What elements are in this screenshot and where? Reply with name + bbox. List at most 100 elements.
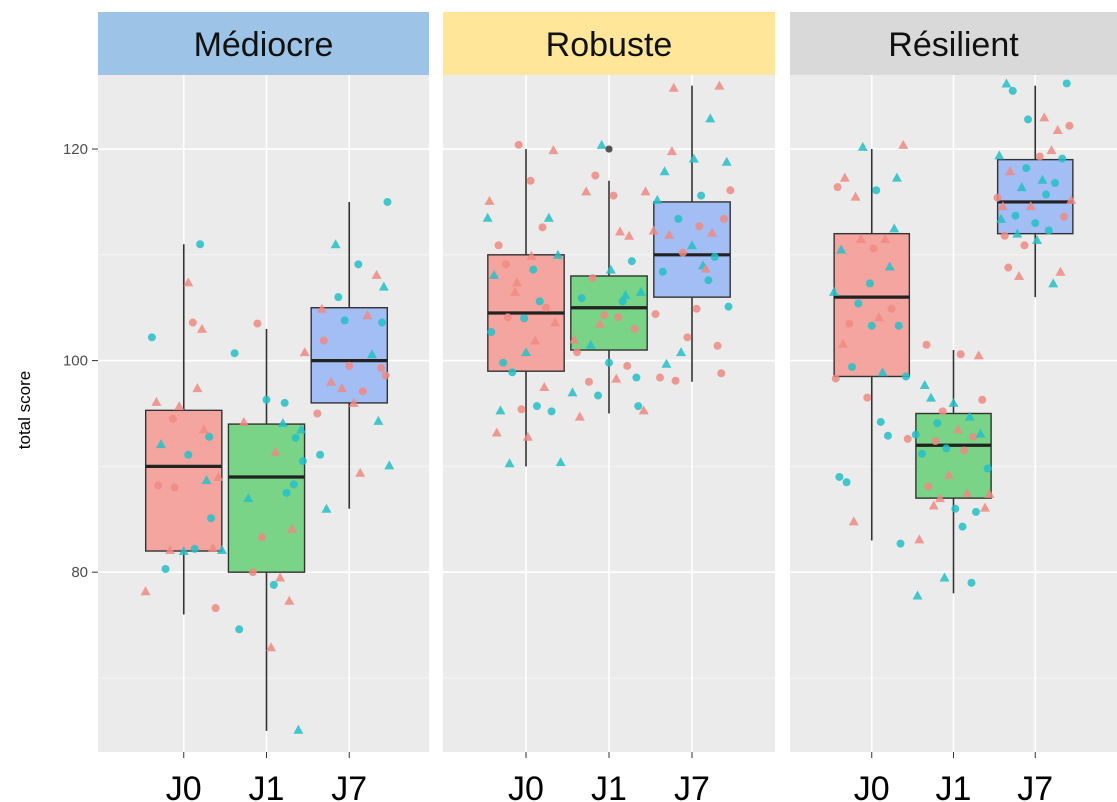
data-point — [997, 201, 1008, 211]
data-point — [710, 252, 719, 261]
data-point — [358, 387, 367, 396]
data-point — [994, 150, 1005, 160]
data-point — [1011, 211, 1020, 220]
data-point — [956, 350, 965, 359]
data-point — [319, 336, 328, 345]
data-point — [588, 274, 597, 283]
box-body — [653, 201, 731, 298]
data-point — [951, 504, 960, 513]
data-point — [898, 139, 909, 149]
data-point — [178, 546, 189, 556]
x-tick-label: J0 — [854, 770, 890, 802]
data-point — [884, 261, 895, 271]
data-point — [948, 397, 959, 407]
data-point — [184, 450, 193, 459]
data-point — [170, 483, 179, 492]
data-point — [253, 319, 262, 328]
data-point — [522, 431, 533, 441]
data-point — [230, 349, 239, 358]
data-point — [640, 186, 651, 196]
data-point — [196, 240, 205, 249]
data-point — [922, 340, 931, 349]
data-point — [1042, 190, 1051, 199]
data-point — [205, 432, 214, 441]
data-point — [713, 341, 722, 350]
data-point — [517, 405, 526, 414]
data-point — [664, 229, 675, 239]
x-tick-label: J7 — [674, 770, 710, 802]
data-point — [620, 290, 631, 300]
data-point — [340, 316, 349, 325]
data-point — [984, 488, 995, 498]
data-point — [581, 186, 592, 196]
data-point — [1058, 154, 1067, 163]
data-point — [277, 418, 288, 428]
data-point — [188, 318, 197, 327]
data-point — [623, 361, 632, 370]
data-point — [336, 383, 347, 393]
data-point — [154, 481, 163, 490]
data-point — [1022, 164, 1031, 173]
data-point — [316, 450, 325, 459]
data-point — [213, 471, 224, 481]
data-point — [848, 516, 859, 526]
data-point — [883, 431, 892, 440]
data-point — [262, 395, 271, 404]
data-point — [499, 358, 508, 367]
box-body — [310, 307, 389, 404]
points-j1 — [230, 319, 310, 734]
strip-background — [790, 12, 1117, 75]
data-point — [1024, 115, 1033, 124]
x-tick-label: J1 — [591, 770, 627, 802]
data-point — [933, 419, 942, 428]
data-point — [1044, 226, 1053, 235]
data-point — [355, 467, 366, 477]
data-point — [695, 222, 704, 231]
data-point — [958, 522, 967, 531]
data-point — [1035, 152, 1044, 161]
data-point — [482, 212, 493, 222]
data-point — [842, 478, 851, 487]
data-point — [648, 225, 659, 235]
data-point — [894, 321, 903, 330]
data-point — [896, 539, 905, 548]
data-point — [964, 411, 975, 421]
data-point — [484, 195, 495, 205]
data-point — [585, 339, 596, 349]
data-point — [282, 488, 291, 497]
data-point — [243, 493, 254, 503]
points-j7 — [648, 80, 735, 385]
data-point — [671, 376, 680, 385]
data-point — [508, 368, 517, 377]
data-point — [155, 439, 166, 449]
data-point — [872, 186, 881, 195]
data-point — [367, 349, 378, 359]
data-point — [165, 544, 176, 554]
data-point — [168, 414, 177, 423]
data-point — [676, 347, 687, 357]
panel-title: Robuste — [546, 26, 673, 64]
data-point — [611, 373, 622, 383]
data-point — [632, 373, 641, 382]
data-point — [867, 321, 876, 330]
data-point — [495, 405, 506, 415]
panels-layer: Médiocre J0 J1 J7 Robuste J0 J1 J7 Résilient J0 J1… — [98, 12, 1117, 802]
data-point — [1046, 145, 1057, 155]
data-point — [928, 500, 939, 510]
data-point — [618, 297, 627, 306]
data-point — [501, 260, 510, 269]
data-point — [1020, 241, 1029, 250]
data-point — [944, 469, 955, 479]
data-point — [658, 267, 667, 276]
data-point — [683, 333, 692, 342]
data-point — [969, 432, 978, 441]
data-point — [291, 433, 300, 442]
data-point — [1004, 263, 1013, 272]
data-point — [876, 417, 885, 426]
data-point — [624, 230, 635, 240]
data-point — [831, 374, 840, 383]
x-tick-label: J0 — [166, 770, 202, 802]
data-point — [1065, 121, 1074, 130]
data-point — [724, 302, 733, 311]
data-point — [912, 590, 923, 600]
